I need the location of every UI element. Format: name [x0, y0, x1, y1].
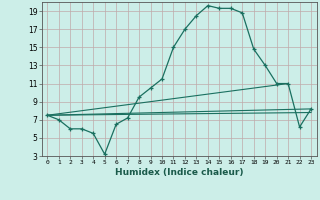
- X-axis label: Humidex (Indice chaleur): Humidex (Indice chaleur): [115, 168, 244, 177]
